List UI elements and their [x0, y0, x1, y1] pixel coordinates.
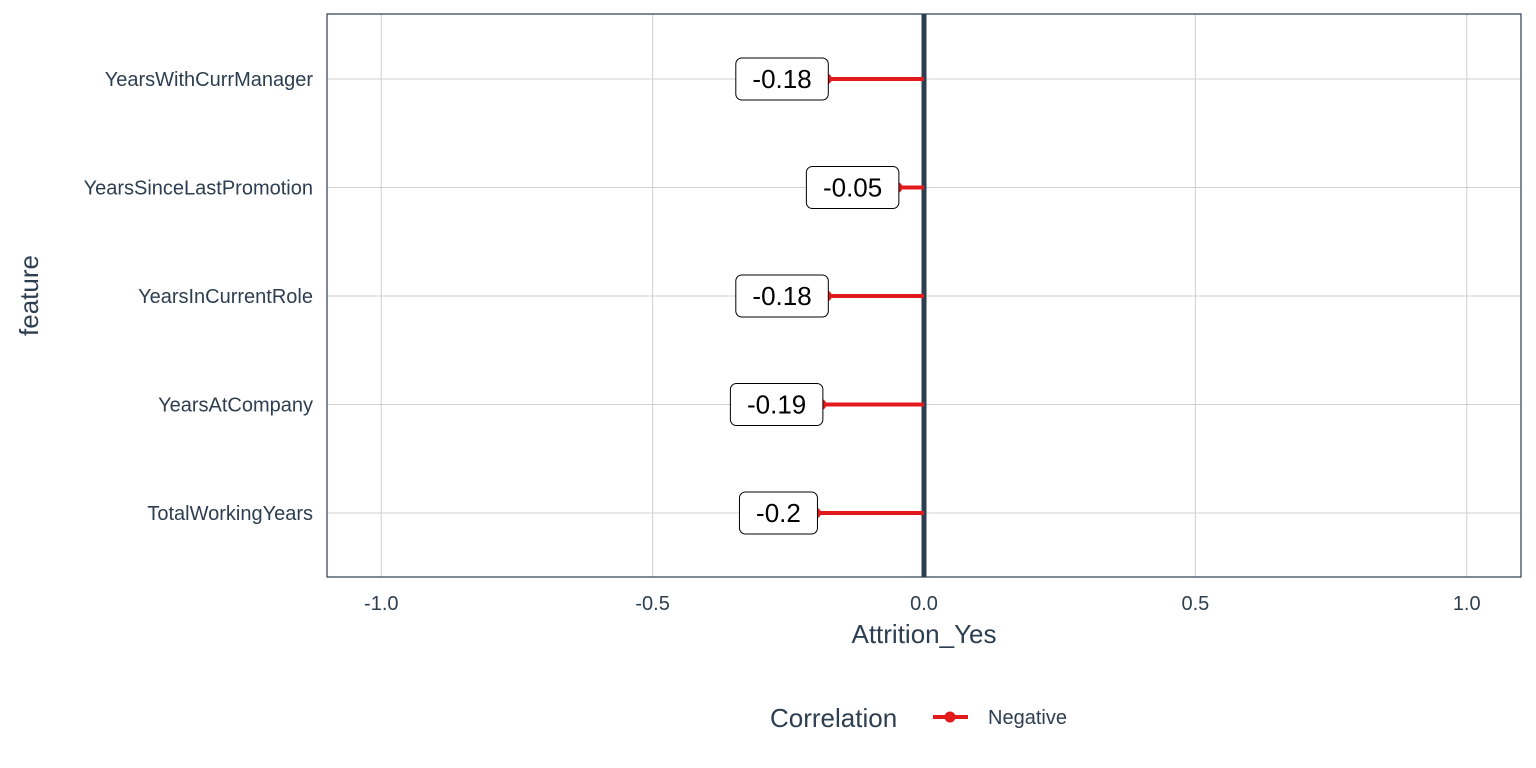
legend-item-negative: Negative	[988, 707, 1067, 729]
x-axis-title: Attrition_Yes	[851, 619, 996, 649]
data-label-0: -0.18	[752, 64, 811, 94]
x-tick-label-0: -1.0	[364, 593, 398, 615]
y-tick-label-1: YearsSinceLastPromotion	[84, 178, 313, 200]
data-label-box-0	[735, 57, 829, 101]
data-label-box-4	[738, 491, 818, 535]
x-tick-label-4: 1.0	[1453, 593, 1481, 615]
data-label-2: -0.18	[752, 281, 811, 311]
y-axis-ticks: YearsWithCurrManager YearsSinceLastPromot…	[84, 69, 314, 525]
data-label-box-3	[729, 383, 824, 426]
y-axis-title: feature	[14, 255, 44, 336]
legend: Correlation Negative	[770, 703, 1067, 733]
x-tick-label-3: 0.5	[1181, 593, 1209, 615]
data-label-box-1	[805, 166, 900, 209]
data-label-3: -0.19	[747, 390, 806, 420]
x-tick-label-1: -0.5	[635, 593, 669, 615]
marks: -0.18 -0.05 -0.18 -0.19 -0.2	[729, 57, 924, 535]
y-tick-label-4: TotalWorkingYears	[147, 503, 313, 525]
legend-title: Correlation	[770, 703, 897, 733]
x-axis-ticks: -1.0 -0.5 0.0 0.5 1.0	[364, 593, 1481, 615]
y-tick-label-2: YearsInCurrentRole	[138, 286, 313, 308]
legend-key-point	[944, 711, 956, 723]
data-label-1: -0.05	[823, 173, 882, 203]
data-label-4: -0.2	[756, 498, 801, 528]
x-tick-label-2: 0.0	[910, 593, 938, 615]
y-tick-label-0: YearsWithCurrManager	[105, 69, 314, 91]
data-label-box-2	[735, 274, 829, 318]
y-tick-label-3: YearsAtCompany	[158, 395, 313, 417]
